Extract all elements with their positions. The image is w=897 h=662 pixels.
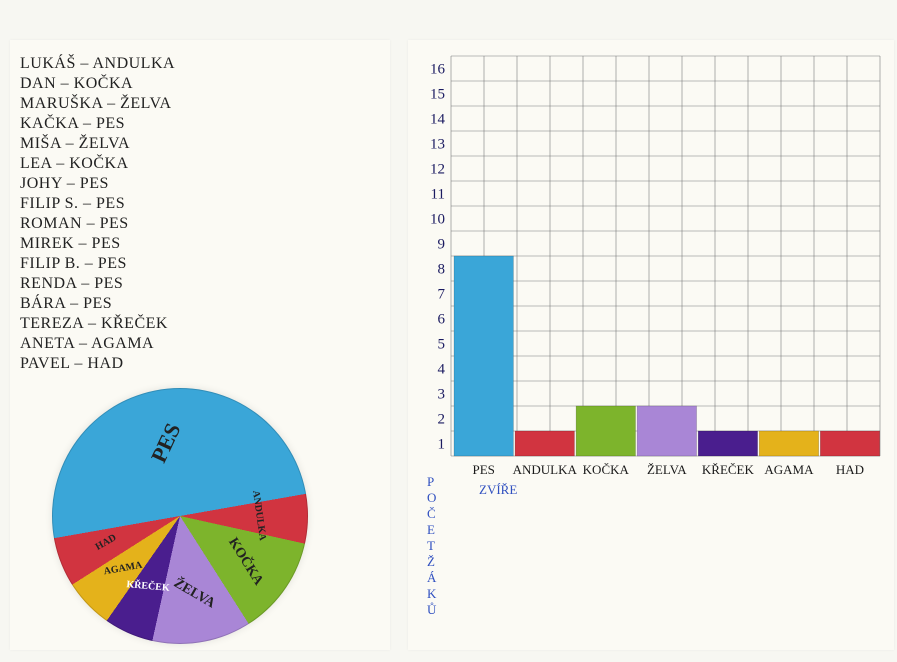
svg-text:14: 14 xyxy=(430,112,446,128)
svg-text:12: 12 xyxy=(430,162,445,178)
name-list-row: TEREZA – KŘEČEK xyxy=(20,314,175,334)
svg-text:7: 7 xyxy=(438,287,446,303)
svg-text:9: 9 xyxy=(438,237,446,253)
bar xyxy=(759,431,818,456)
svg-text:KOČKA: KOČKA xyxy=(583,462,630,477)
svg-text:P: P xyxy=(427,474,434,489)
svg-text:PES: PES xyxy=(472,462,494,477)
name-list-row: PAVEL – HAD xyxy=(20,354,175,374)
name-list-row: FILIP B. – PES xyxy=(20,254,175,274)
svg-text:T: T xyxy=(427,538,435,553)
svg-text:HAD: HAD xyxy=(836,462,864,477)
name-list-row: MARUŠKA – ŽELVA xyxy=(20,94,175,114)
svg-text:Ů: Ů xyxy=(427,602,437,617)
pie-chart: PESANDULKAKOČKAŽELVAKŘEČEKAGAMAHAD xyxy=(40,380,320,660)
svg-text:KŘEČEK: KŘEČEK xyxy=(702,462,755,477)
bar xyxy=(637,406,696,456)
name-list-row: ROMAN – PES xyxy=(20,214,175,234)
svg-text:13: 13 xyxy=(430,137,445,153)
svg-text:2: 2 xyxy=(438,412,446,428)
svg-text:Č: Č xyxy=(427,506,436,521)
svg-text:8: 8 xyxy=(438,262,446,278)
svg-text:ŽELVA: ŽELVA xyxy=(647,462,687,477)
name-list-row: ANETA – AGAMA xyxy=(20,334,175,354)
name-list-row: KAČKA – PES xyxy=(20,114,175,134)
name-list-row: DAN – KOČKA xyxy=(20,74,175,94)
name-list-row: BÁRA – PES xyxy=(20,294,175,314)
name-list-row: MIREK – PES xyxy=(20,234,175,254)
svg-text:AGAMA: AGAMA xyxy=(764,462,814,477)
name-list-row: LEA – KOČKA xyxy=(20,154,175,174)
name-list-row: RENDA – PES xyxy=(20,274,175,294)
svg-text:3: 3 xyxy=(438,387,446,403)
name-list-row: MIŠA – ŽELVA xyxy=(20,134,175,154)
name-list-row: FILIP S. – PES xyxy=(20,194,175,214)
svg-text:10: 10 xyxy=(430,212,445,228)
svg-text:ANDULKA: ANDULKA xyxy=(513,462,578,477)
bar xyxy=(698,431,757,456)
bar xyxy=(454,256,513,456)
name-list-row: JOHY – PES xyxy=(20,174,175,194)
bar xyxy=(515,431,574,456)
svg-text:Ž: Ž xyxy=(427,554,435,569)
svg-text:15: 15 xyxy=(430,87,445,103)
bar xyxy=(576,406,635,456)
svg-text:ZVÍŘE: ZVÍŘE xyxy=(479,482,517,497)
svg-text:E: E xyxy=(427,522,435,537)
svg-text:1: 1 xyxy=(438,437,446,453)
svg-text:Á: Á xyxy=(427,570,437,585)
svg-text:5: 5 xyxy=(438,337,446,353)
svg-text:4: 4 xyxy=(438,362,446,378)
svg-text:O: O xyxy=(427,490,436,505)
svg-text:6: 6 xyxy=(438,312,446,328)
bar-chart: 12345678910111213141516PESANDULKAKOČKAŽE… xyxy=(415,46,885,646)
bar xyxy=(820,431,879,456)
bar-svg: 12345678910111213141516PESANDULKAKOČKAŽE… xyxy=(415,46,885,646)
svg-text:11: 11 xyxy=(431,187,445,203)
name-pet-list: LUKÁŠ – ANDULKADAN – KOČKAMARUŠKA – ŽELV… xyxy=(20,54,175,374)
name-list-row: LUKÁŠ – ANDULKA xyxy=(20,54,175,74)
svg-text:16: 16 xyxy=(430,62,446,78)
svg-text:K: K xyxy=(427,586,437,601)
